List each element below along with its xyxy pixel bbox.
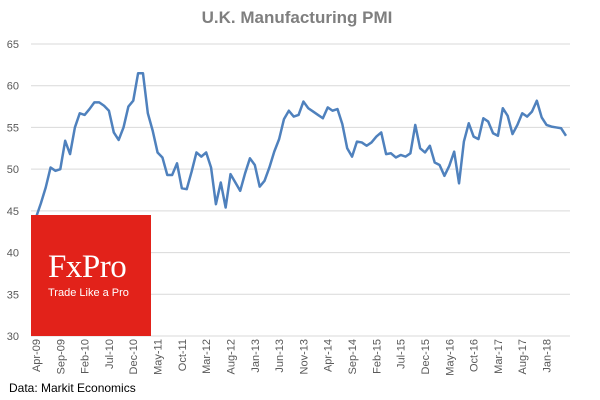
- x-tick-label: Mar-17: [493, 339, 505, 374]
- x-tick-label: Jan-13: [250, 339, 262, 373]
- x-tick-label: Mar-12: [201, 339, 213, 374]
- y-tick-label: 60: [7, 81, 19, 93]
- x-tick-label: Jun-13: [274, 339, 286, 373]
- y-tick-label: 65: [7, 39, 19, 51]
- x-tick-label: Feb-10: [80, 339, 92, 374]
- logo-brand: FxPro: [48, 249, 127, 285]
- x-tick-label: Aug-12: [225, 339, 237, 374]
- chart-title: U.K. Manufacturing PMI: [202, 8, 393, 27]
- x-tick-label: Oct-11: [177, 339, 189, 371]
- fxpro-logo: FxPro Trade Like a Pro: [31, 215, 151, 336]
- x-tick-label: Sep-14: [347, 339, 359, 374]
- logo-slogan: Trade Like a Pro: [48, 287, 129, 299]
- x-tick-label: Jul-10: [104, 339, 116, 369]
- x-tick-label: May-16: [444, 339, 456, 376]
- x-tick-label: Jan-18: [542, 339, 554, 373]
- x-tick-label: Dec-15: [420, 339, 432, 374]
- x-tick-label: Feb-15: [371, 339, 383, 374]
- source-note: Data: Markit Economics: [9, 381, 136, 395]
- series-line-uk-pmi: [34, 71, 568, 218]
- y-axis-ticks: 30 35 40 45 50 55 60 65: [7, 39, 19, 343]
- y-tick-label: 55: [7, 122, 19, 134]
- x-axis-ticks: Apr-09 Sep-09 Feb-10 Jul-10 Dec-10 May-11 Oct-…: [31, 339, 554, 376]
- x-tick-label: Oct-16: [469, 339, 481, 372]
- x-tick-label: Dec-10: [128, 339, 140, 374]
- x-tick-label: Apr-14: [323, 339, 335, 372]
- x-tick-label: Sep-09: [55, 339, 67, 374]
- y-tick-label: 45: [7, 206, 19, 218]
- y-tick-label: 35: [7, 289, 19, 301]
- x-tick-label: Apr-09: [31, 339, 43, 372]
- y-tick-label: 50: [7, 164, 19, 176]
- x-tick-label: Jul-15: [396, 339, 408, 369]
- x-tick-label: May-11: [153, 339, 165, 375]
- x-tick-label: Aug-17: [517, 339, 529, 374]
- y-tick-label: 30: [7, 331, 19, 343]
- x-tick-label: Nov-13: [298, 339, 310, 374]
- y-tick-label: 40: [7, 248, 19, 260]
